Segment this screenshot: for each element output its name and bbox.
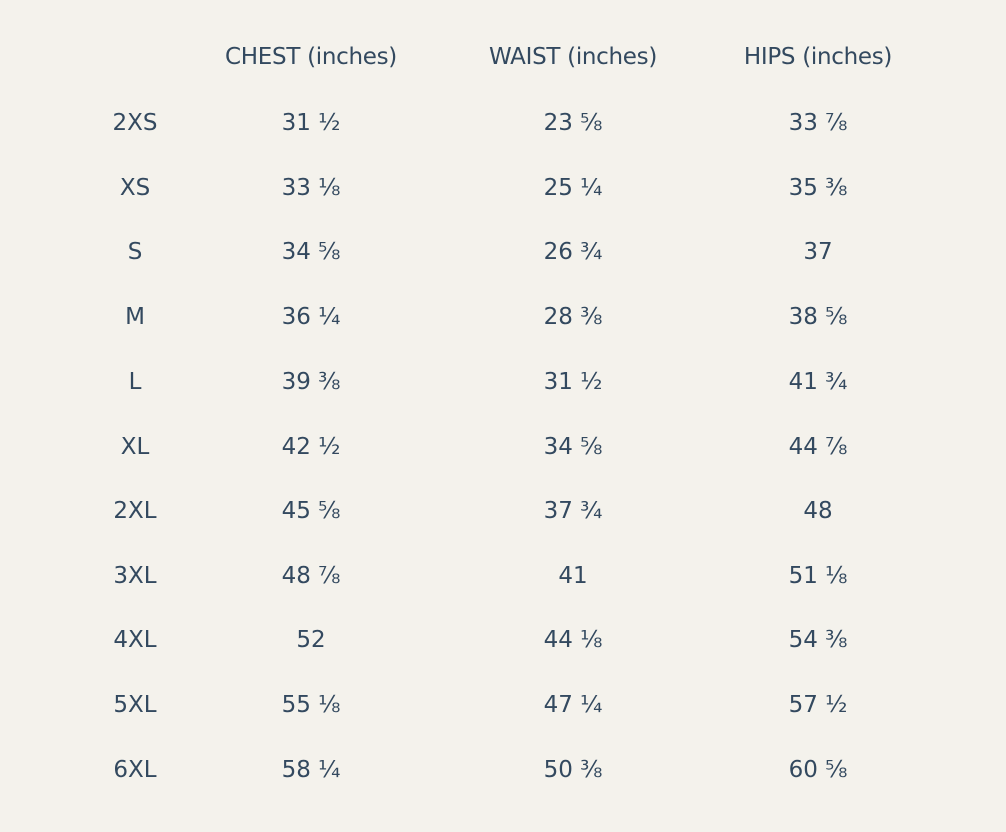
size-cell: 3XL bbox=[113, 563, 157, 589]
table-row: 3XL 48 ⅞ 41 51 ⅛ bbox=[0, 556, 1006, 596]
table-row: M 36 ¼ 28 ⅜ 38 ⅝ bbox=[0, 297, 1006, 337]
chest-cell: 31 ½ bbox=[281, 110, 341, 136]
table-row: 2XL 45 ⅝ 37 ¾ 48 bbox=[0, 491, 1006, 531]
size-cell: 4XL bbox=[113, 627, 157, 653]
size-cell: 6XL bbox=[113, 757, 157, 783]
waist-cell: 37 ¾ bbox=[543, 498, 603, 524]
chest-cell: 39 ⅜ bbox=[281, 369, 341, 395]
waist-cell: 23 ⅝ bbox=[543, 110, 603, 136]
table-row: 2XS 31 ½ 23 ⅝ 33 ⅞ bbox=[0, 103, 1006, 143]
table-header-row: CHEST (inches) WAIST (inches) HIPS (inch… bbox=[0, 37, 1006, 77]
waist-cell: 26 ¾ bbox=[543, 239, 603, 265]
chest-cell: 58 ¼ bbox=[281, 757, 341, 783]
size-cell: XL bbox=[120, 434, 150, 460]
waist-cell: 44 ⅛ bbox=[543, 627, 603, 653]
header-chest: CHEST (inches) bbox=[225, 44, 397, 70]
chest-cell: 48 ⅞ bbox=[281, 563, 341, 589]
hips-cell: 33 ⅞ bbox=[788, 110, 848, 136]
hips-cell: 37 bbox=[803, 239, 833, 265]
waist-cell: 28 ⅜ bbox=[543, 304, 603, 330]
chest-cell: 55 ⅛ bbox=[281, 692, 341, 718]
waist-cell: 25 ¼ bbox=[543, 175, 603, 201]
table-row: 4XL 52 44 ⅛ 54 ⅜ bbox=[0, 620, 1006, 660]
waist-cell: 34 ⅝ bbox=[543, 434, 603, 460]
table-row: XL 42 ½ 34 ⅝ 44 ⅞ bbox=[0, 427, 1006, 467]
waist-cell: 47 ¼ bbox=[543, 692, 603, 718]
size-cell: 2XL bbox=[113, 498, 157, 524]
header-size bbox=[60, 37, 210, 77]
size-cell: 5XL bbox=[113, 692, 157, 718]
chest-cell: 52 bbox=[296, 627, 326, 653]
waist-cell: 41 bbox=[558, 563, 588, 589]
hips-cell: 57 ½ bbox=[788, 692, 848, 718]
hips-cell: 44 ⅞ bbox=[788, 434, 848, 460]
table-row: L 39 ⅜ 31 ½ 41 ¾ bbox=[0, 362, 1006, 402]
header-waist: WAIST (inches) bbox=[488, 44, 658, 70]
chest-cell: 42 ½ bbox=[281, 434, 341, 460]
hips-cell: 35 ⅜ bbox=[788, 175, 848, 201]
hips-cell: 38 ⅝ bbox=[788, 304, 848, 330]
size-cell: M bbox=[125, 304, 145, 330]
table-row: S 34 ⅝ 26 ¾ 37 bbox=[0, 232, 1006, 272]
hips-cell: 41 ¾ bbox=[788, 369, 848, 395]
chest-cell: 33 ⅛ bbox=[281, 175, 341, 201]
header-hips: HIPS (inches) bbox=[743, 44, 893, 70]
chest-cell: 45 ⅝ bbox=[281, 498, 341, 524]
waist-cell: 31 ½ bbox=[543, 369, 603, 395]
hips-cell: 51 ⅛ bbox=[788, 563, 848, 589]
size-cell: S bbox=[127, 239, 143, 265]
table-row: XS 33 ⅛ 25 ¼ 35 ⅜ bbox=[0, 168, 1006, 208]
table-row: 5XL 55 ⅛ 47 ¼ 57 ½ bbox=[0, 685, 1006, 725]
chest-cell: 34 ⅝ bbox=[281, 239, 341, 265]
size-cell: XS bbox=[119, 175, 151, 201]
hips-cell: 60 ⅝ bbox=[788, 757, 848, 783]
size-cell: L bbox=[128, 369, 142, 395]
hips-cell: 54 ⅜ bbox=[788, 627, 848, 653]
chest-cell: 36 ¼ bbox=[281, 304, 341, 330]
size-cell: 2XS bbox=[112, 110, 158, 136]
hips-cell: 48 bbox=[803, 498, 833, 524]
waist-cell: 50 ⅜ bbox=[543, 757, 603, 783]
table-row: 6XL 58 ¼ 50 ⅜ 60 ⅝ bbox=[0, 750, 1006, 790]
